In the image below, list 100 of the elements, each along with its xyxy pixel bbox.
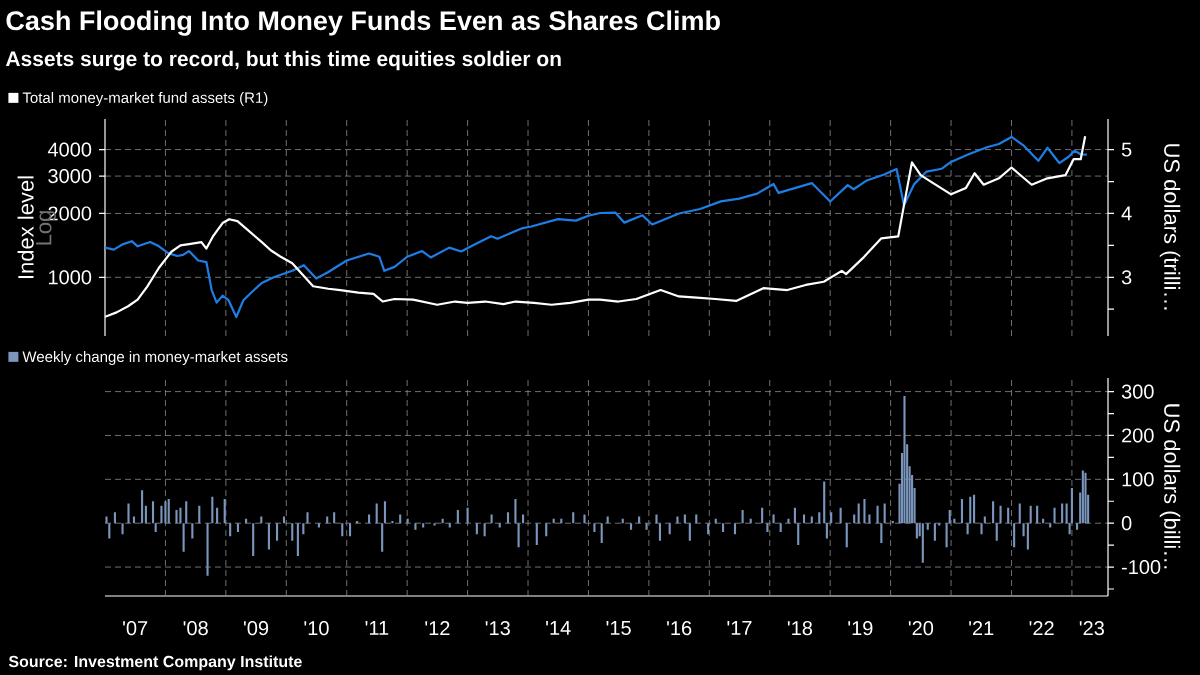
bar [658, 523, 662, 541]
bar [422, 523, 425, 528]
bar [688, 523, 691, 541]
y-tick-label: 3000 [48, 169, 92, 184]
bar [969, 496, 972, 524]
bar [1075, 523, 1079, 530]
bar [980, 523, 983, 535]
bar [995, 523, 998, 541]
x-tick-label: '13 [485, 621, 510, 636]
bar [853, 514, 856, 524]
bar [113, 512, 116, 524]
y2-axis-title: US dollars (billi… [1159, 404, 1181, 569]
bar [275, 523, 279, 541]
bar [668, 523, 671, 535]
bar [105, 516, 108, 524]
bar [868, 514, 871, 524]
legend-label: Total money-market fund assets (R1) [22, 92, 268, 106]
y2-tick-label: 300 [1121, 384, 1154, 399]
bar [179, 507, 182, 524]
bar [876, 505, 879, 524]
bar [108, 523, 111, 539]
bar [535, 523, 538, 546]
bar [236, 523, 240, 532]
bar [825, 523, 828, 539]
x-tick-label: '12 [425, 621, 450, 636]
bar [302, 523, 305, 535]
bar [1070, 488, 1073, 524]
bar [1065, 503, 1068, 524]
bar [1053, 507, 1056, 524]
bar [121, 523, 124, 535]
bar [948, 510, 951, 524]
bar [375, 503, 378, 524]
bar [793, 507, 796, 524]
bar [797, 523, 800, 546]
bar [823, 481, 826, 524]
bar [151, 501, 155, 524]
x-tick-label: '10 [304, 621, 329, 636]
bar [306, 512, 309, 524]
bar [629, 523, 633, 530]
y2-axis-title: US dollars (trilli… [1159, 144, 1181, 310]
bar [741, 510, 744, 524]
x-tick-label: '19 [848, 621, 873, 636]
bar [766, 523, 769, 532]
bar [921, 523, 924, 563]
bar [498, 523, 501, 528]
bar [368, 514, 371, 524]
bar [296, 523, 299, 557]
bar [1081, 470, 1084, 524]
x-tick-label: '16 [667, 621, 692, 636]
bar [191, 523, 194, 539]
bar [206, 523, 209, 576]
bar [600, 523, 603, 543]
x-tick-label: '14 [546, 621, 571, 635]
bar [333, 512, 336, 524]
x-tick-label: '15 [606, 621, 631, 636]
x-tick-label: '07 [123, 621, 148, 636]
bar [185, 501, 188, 524]
bar [348, 523, 352, 537]
bar [383, 501, 387, 524]
bar [973, 494, 976, 524]
bar [572, 512, 575, 524]
bar [818, 512, 821, 524]
source-note: Source: Investment Company Institute [8, 655, 302, 671]
bar [517, 523, 520, 548]
bar [506, 512, 510, 524]
bar [772, 514, 775, 524]
bar [1068, 523, 1071, 535]
bar [945, 523, 948, 548]
bar [761, 507, 764, 524]
bar [167, 499, 170, 524]
bar [127, 503, 130, 524]
x-tick-label: '21 [969, 621, 994, 636]
bar [695, 514, 698, 524]
bar [863, 499, 866, 524]
bar [483, 523, 486, 537]
x-tick-label: '20 [908, 621, 934, 636]
y2-tick-label: 5 [1121, 142, 1132, 157]
y2-tick-label: 0 [1121, 516, 1132, 531]
bar [722, 523, 725, 532]
chart-subtitle: Assets surge to record, but this time equities soldier on [5, 50, 561, 71]
bar [175, 510, 178, 524]
bar [1007, 507, 1010, 524]
bar [883, 503, 886, 524]
bar [779, 523, 782, 532]
bar [1018, 503, 1021, 524]
bar [583, 514, 586, 524]
bar [475, 523, 478, 535]
bar [267, 523, 270, 550]
bar [593, 523, 596, 532]
bar [229, 523, 232, 537]
bar [1061, 503, 1064, 524]
bar [456, 510, 459, 524]
x-tick-label: '23 [1079, 621, 1104, 636]
x-tick-label: '08 [183, 621, 208, 636]
bar [966, 523, 969, 535]
bar [448, 523, 451, 528]
bar [926, 523, 929, 530]
y-tick-label: 4000 [47, 142, 92, 157]
bar [992, 501, 995, 524]
bar [1029, 505, 1032, 524]
